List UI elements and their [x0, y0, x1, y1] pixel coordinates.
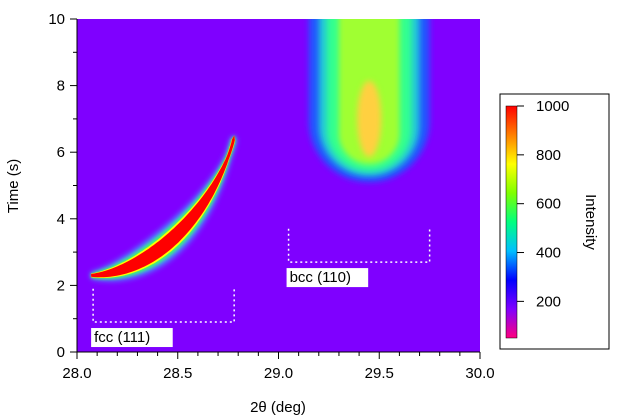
x-tick-label: 28.0 — [62, 365, 91, 382]
annotation-bracket — [287, 228, 431, 263]
y-tick-label: 6 — [57, 144, 65, 161]
colorbar-tick-label: 600 — [536, 196, 561, 213]
colorbar-tick-label: 1000 — [536, 98, 569, 115]
annotations: fcc (111) bcc (110) — [91, 228, 431, 348]
colorbar-frame — [499, 93, 610, 350]
bcc-column-core — [357, 80, 382, 157]
annotation-label-bg — [286, 268, 369, 288]
x-tick-label: 29.5 — [365, 365, 394, 382]
annotation-bracket — [92, 288, 235, 323]
colorbar-scale — [505, 105, 518, 339]
y-tick-label: 4 — [57, 211, 65, 228]
colorbar-title: Intensity — [582, 194, 599, 250]
x-tick-label: 29.0 — [264, 365, 293, 382]
annotation-label: fcc (111) — [91, 328, 173, 348]
fcc-streak-core — [91, 135, 235, 278]
y-tick-label: 2 — [57, 277, 65, 294]
colorbar-tick-label: 800 — [536, 147, 561, 164]
annotation-text: bcc (110) — [290, 269, 351, 286]
axes: 28.0 28.5 29.0 29.5 30.0 0 2 4 6 8 10 — [48, 11, 494, 382]
y-axis-title: Time (s) — [5, 159, 22, 213]
colorbar-tick-label: 400 — [536, 245, 561, 262]
y-tick-label: 10 — [48, 11, 65, 28]
x-tick-label: 28.5 — [163, 365, 192, 382]
annotation-label-bg — [91, 328, 173, 348]
x-axis-title: 2θ (deg) — [250, 399, 306, 416]
x-tick-label: 30.0 — [465, 365, 494, 382]
colorbar-ticks: 200 400 600 800 1000 — [517, 98, 569, 310]
annotation-label: bcc (110) — [286, 268, 369, 288]
heatmap-features — [91, 19, 430, 281]
colorbar-tick-label: 200 — [536, 293, 561, 310]
y-tick-label: 0 — [57, 344, 65, 361]
colorbar: 200 400 600 800 1000 Intensity — [499, 93, 610, 350]
y-tick-label: 8 — [57, 78, 65, 95]
annotation-text: fcc (111) — [94, 329, 150, 346]
